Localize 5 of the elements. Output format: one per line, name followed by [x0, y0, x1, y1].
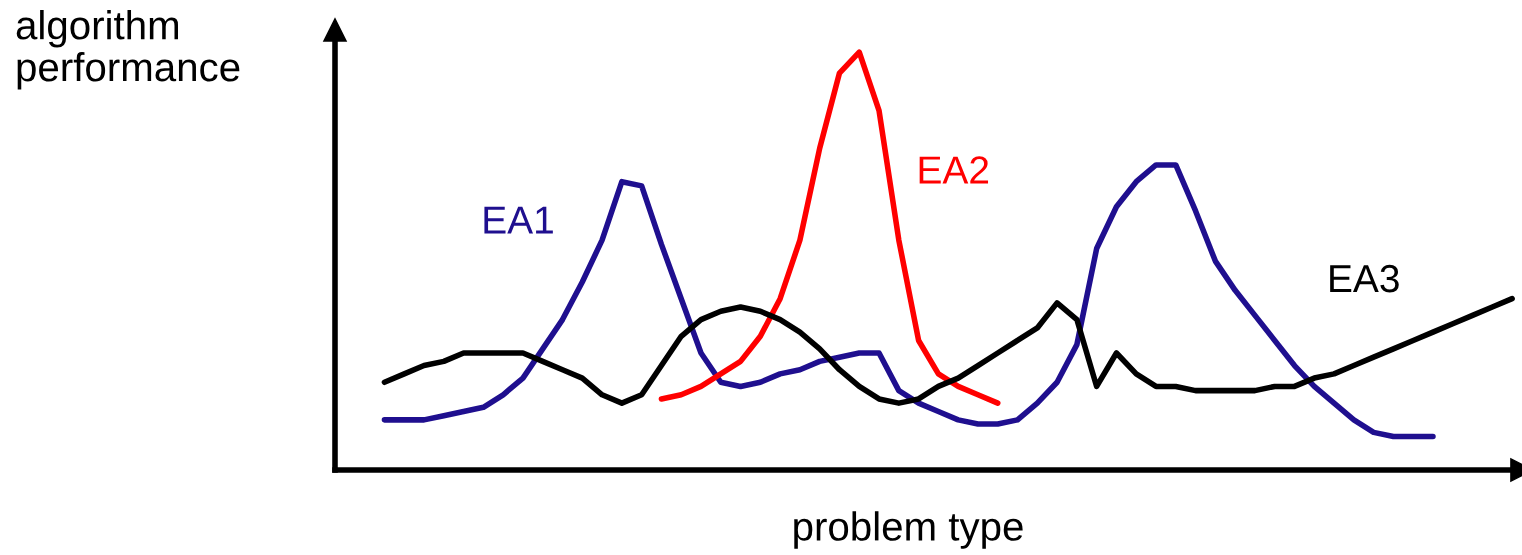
y-axis-title: algorithm performance — [16, 10, 240, 90]
series-label: EA3 — [1330, 264, 1399, 293]
x-axis-title: problem type — [794, 511, 1023, 549]
series-label: EA1 — [484, 206, 553, 234]
series-label: EA2 — [919, 156, 989, 184]
